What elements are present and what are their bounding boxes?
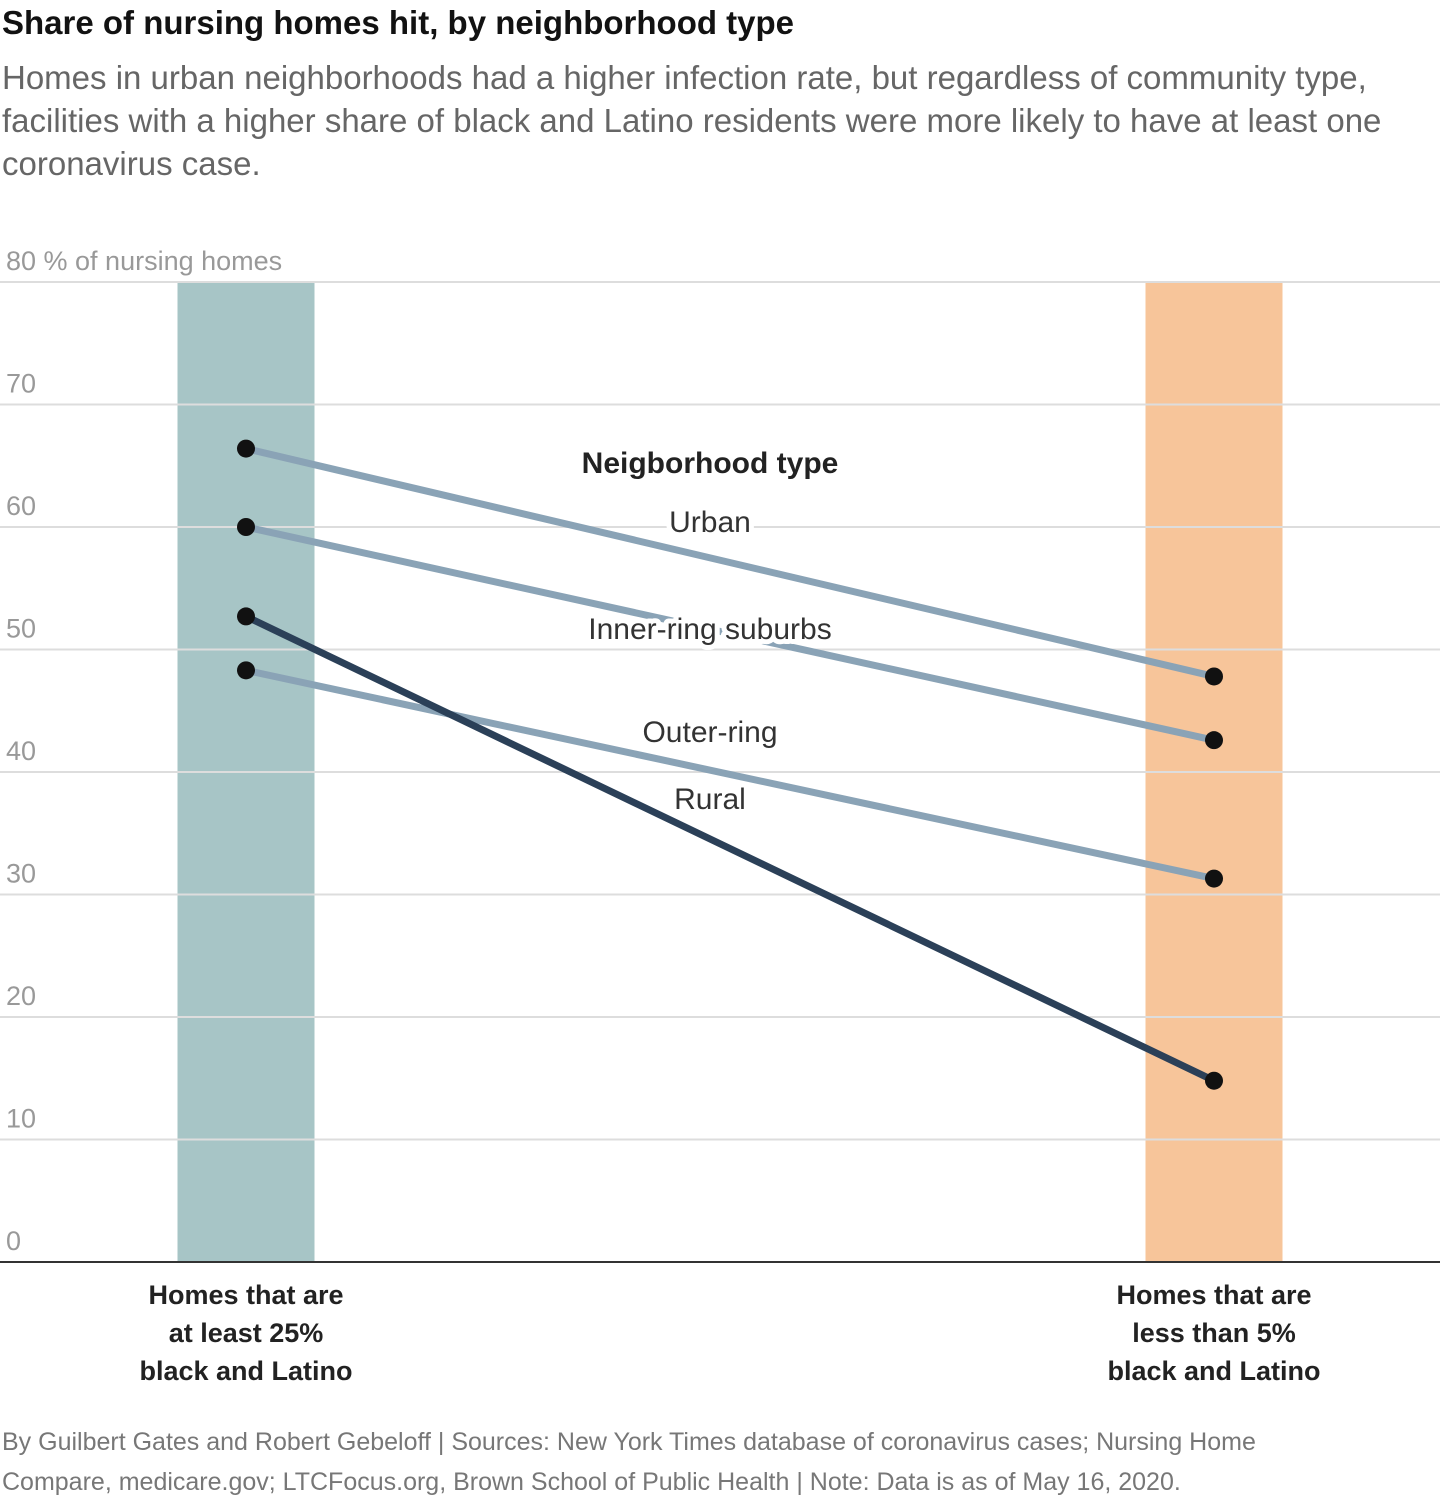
series-label-halo-rural: Rural: [674, 783, 746, 816]
y-tick-label-70: 70: [6, 369, 36, 399]
category-label-line: black and Latino: [1107, 1356, 1320, 1386]
data-point-urban-right: [1205, 667, 1223, 686]
source-line-2: Compare, medicare.gov; LTCFocus.org, Bro…: [2, 1468, 1181, 1496]
y-tick-label-60: 60: [6, 491, 36, 521]
y-tick-label-50: 50: [6, 614, 36, 644]
series-label-inner-ring-suburbs: Inner-ring suburbs: [588, 613, 831, 646]
data-point-rural-left: [237, 607, 255, 626]
category-label-left: Homes that are at least 25% black and Lati…: [139, 1280, 352, 1386]
y-tick-label-10: 10: [6, 1104, 36, 1134]
category-label-line: Homes that are: [148, 1280, 343, 1310]
data-point-inner-ring-suburbs-left: [237, 518, 255, 536]
data-point-rural-right: [1205, 1071, 1223, 1090]
series-label-halo-inner-ring-suburbs: Inner-ring suburbs: [588, 613, 831, 646]
series-line-urban: [242, 445, 1218, 680]
source-line-1: By Guilbert Gates and Robert Gebeloff | …: [2, 1428, 1256, 1456]
y-tick-label-20: 20: [6, 981, 36, 1011]
y-tick-label-0: 0: [6, 1226, 21, 1256]
series-line-rural: [242, 612, 1218, 1085]
series-label-halo-outer-ring: Outer-ring: [642, 716, 777, 749]
y-tick-label-30: 30: [6, 859, 36, 889]
category-label-line: less than 5%: [1132, 1318, 1296, 1348]
category-label-line: black and Latino: [139, 1356, 352, 1386]
data-point-inner-ring-suburbs-right: [1205, 731, 1223, 750]
data-point-outer-ring-left: [237, 661, 255, 680]
series-label-urban: Urban: [669, 506, 751, 539]
data-point-outer-ring-right: [1205, 869, 1223, 888]
slope-chart: 0 10 20 30 40 50 60 70 80 % of nursing homes Nei…: [0, 246, 1440, 1386]
series-line-inner-ring-suburbs: [242, 523, 1218, 744]
series-line-outer-ring: [242, 666, 1218, 883]
chart-title: Share of nursing homes hit, by neighborh…: [2, 4, 795, 41]
legend-title: Neigborhood type: [582, 447, 839, 480]
y-tick-label-80: 80 % of nursing homes: [6, 246, 282, 276]
category-label-right: Homes that are less than 5% black and Lati…: [1107, 1280, 1320, 1386]
series-label-outer-ring: Outer-ring: [642, 716, 777, 749]
series-label-halo-urban: Urban: [669, 506, 751, 539]
chart-subtitle: Homes in urban neighborhoods had a highe…: [2, 59, 1382, 182]
y-tick-label-40: 40: [6, 736, 36, 766]
series-label-rural: Rural: [674, 783, 746, 816]
category-label-line: at least 25%: [169, 1318, 324, 1348]
data-point-urban-left: [237, 439, 255, 458]
category-label-line: Homes that are: [1116, 1280, 1311, 1310]
source-note: By Guilbert Gates and Robert Gebeloff | …: [2, 1422, 1432, 1502]
